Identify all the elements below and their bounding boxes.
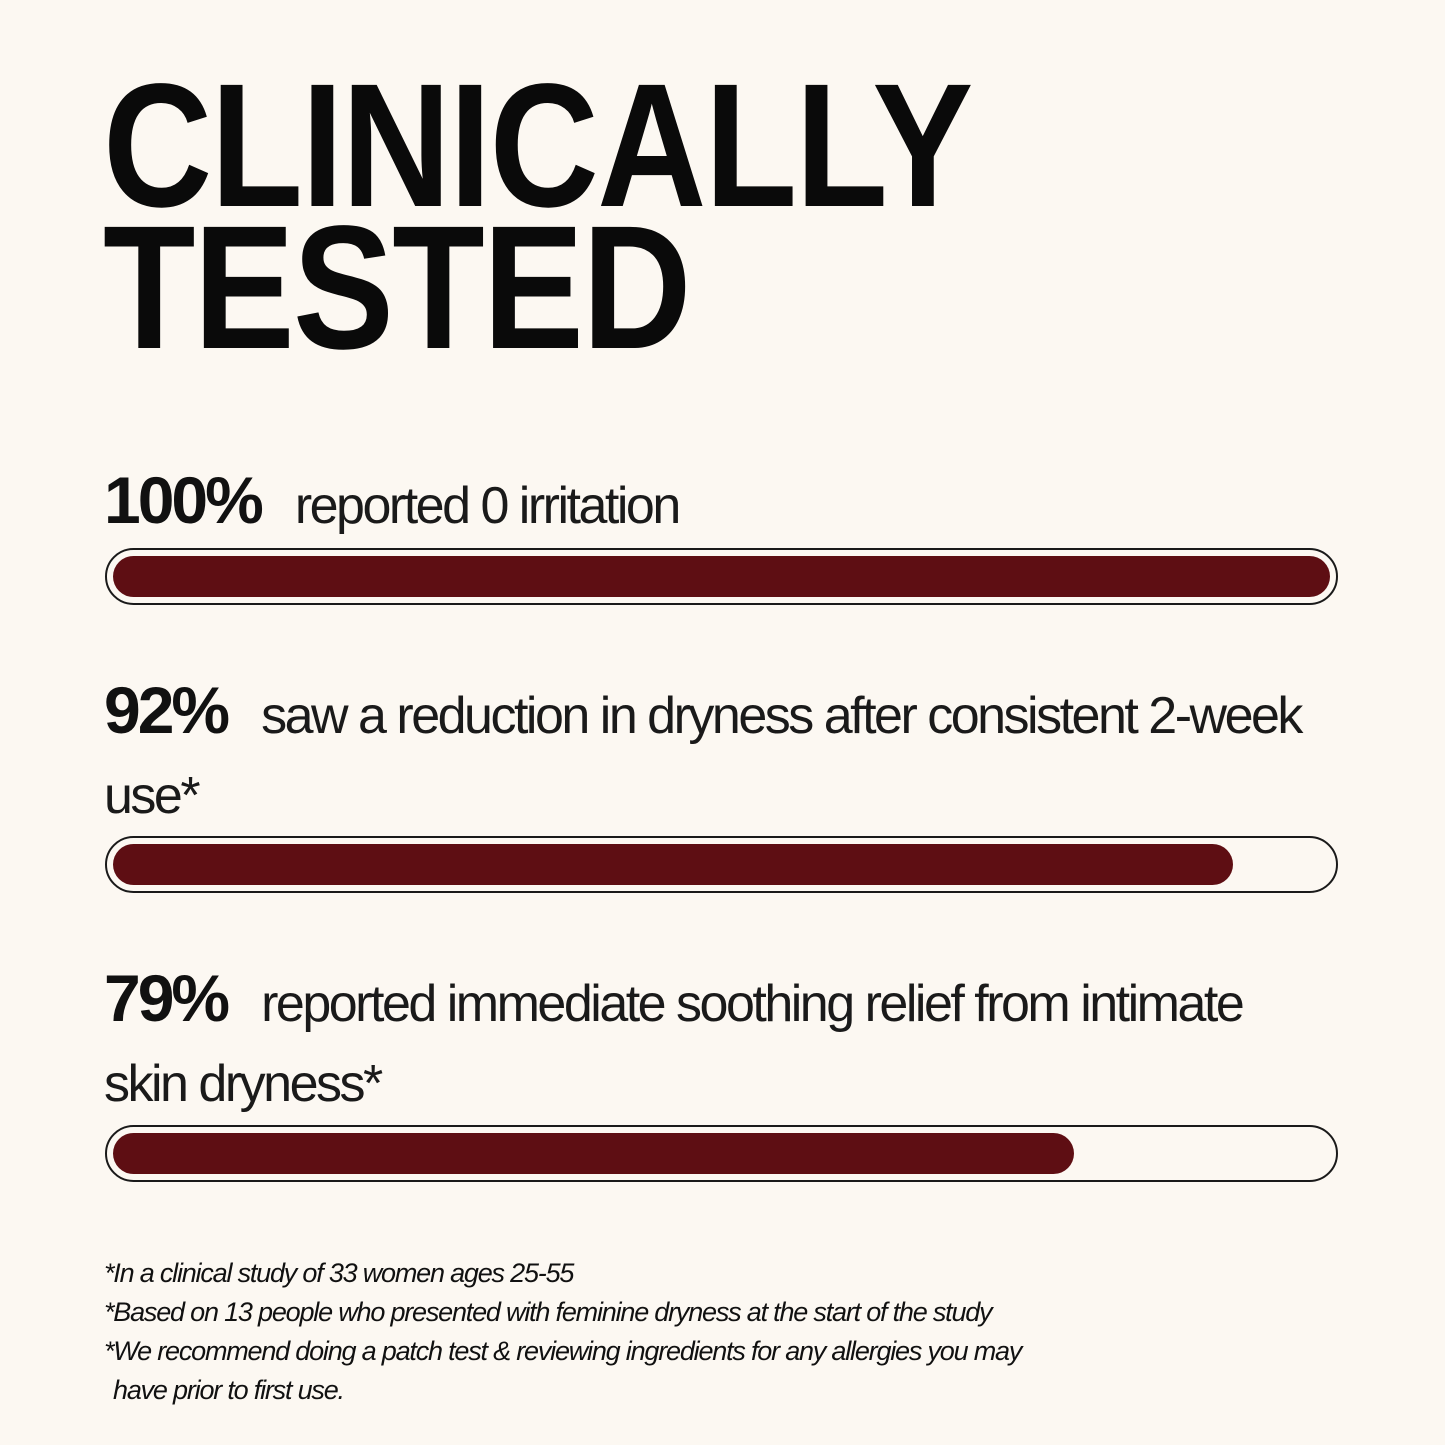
progress-fill xyxy=(113,844,1233,885)
footnotes: *In a clinical study of 33 women ages 25… xyxy=(104,1254,1022,1410)
footnote: *Based on 13 people who presented with f… xyxy=(104,1297,993,1327)
title-line-2: TESTED xyxy=(103,190,691,386)
stat-percent: 100% xyxy=(104,463,264,537)
stat-text-3: 79% reported immediate soothing relief fr… xyxy=(104,958,1284,1124)
title-line-1: CLINICALLY xyxy=(103,48,973,244)
stat-description: reported 0 irritation xyxy=(294,477,681,535)
progress-bar-2 xyxy=(105,836,1338,893)
stat-percent: 79% xyxy=(104,961,230,1035)
progress-fill xyxy=(113,1133,1075,1174)
stat-description: saw a reduction in dryness after consist… xyxy=(104,687,1303,825)
progress-bar-1 xyxy=(105,548,1338,605)
progress-bar-3 xyxy=(105,1125,1338,1182)
progress-fill xyxy=(113,556,1330,597)
stat-description: reported immediate soothing relief from … xyxy=(104,975,1245,1113)
footnote: *In a clinical study of 33 women ages 25… xyxy=(104,1258,574,1288)
stat-percent: 92% xyxy=(104,673,230,747)
footnote: *We recommend doing a patch test & revie… xyxy=(104,1336,1022,1366)
stat-text-1: 100% reported 0 irritation xyxy=(104,460,1364,546)
footnote: have prior to first use. xyxy=(113,1375,345,1405)
stat-text-2: 92% saw a reduction in dryness after cons… xyxy=(104,670,1344,836)
